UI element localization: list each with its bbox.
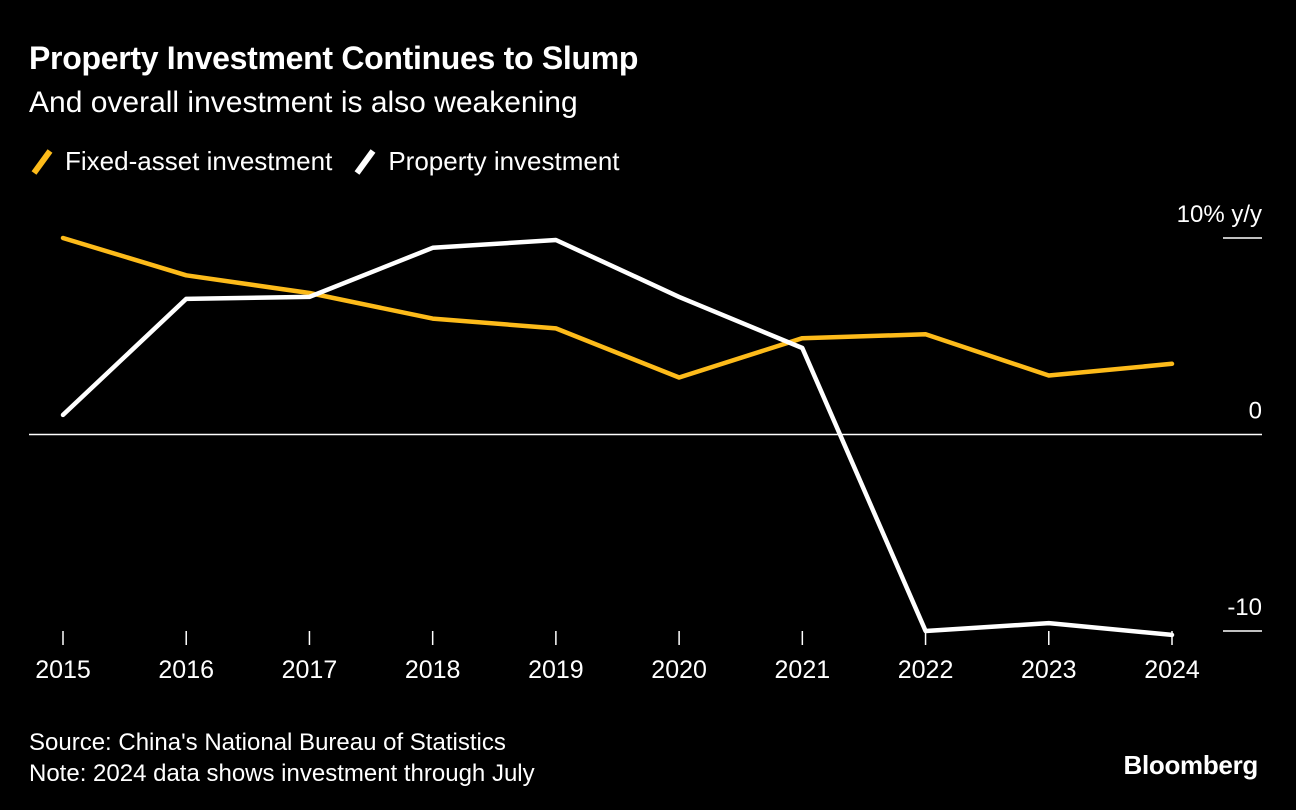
- source-note: Source: China's National Bureau of Stati…: [29, 729, 506, 756]
- chart-subtitle: And overall investment is also weakening: [29, 86, 578, 119]
- x-tick-label-2020: 2020: [651, 656, 707, 684]
- x-tick-label-2024: 2024: [1144, 656, 1200, 684]
- x-tick-label-2022: 2022: [898, 656, 954, 684]
- legend-label-property: Property investment: [388, 146, 620, 176]
- legend-swatch-fixed-asset: [31, 148, 53, 175]
- x-tick-label-2015: 2015: [35, 656, 91, 684]
- legend-swatch-property: [354, 148, 376, 175]
- x-tick-label-2023: 2023: [1021, 656, 1077, 684]
- y-tick-label-0: 10% y/y: [1177, 201, 1262, 228]
- legend-label-fixed-asset: Fixed-asset investment: [65, 146, 333, 176]
- series-line-fixed-asset: [60, 235, 1175, 380]
- bloomberg-logo: Bloomberg: [1123, 750, 1258, 780]
- footer: Source: China's National Bureau of Stati…: [29, 727, 535, 789]
- y-tick-label-1: 0: [1249, 398, 1262, 425]
- data-note: Note: 2024 data shows investment through…: [29, 760, 535, 787]
- legend: Fixed-asset investment Property investme…: [29, 146, 640, 177]
- legend-item-fixed-asset: Fixed-asset investment: [29, 146, 332, 177]
- x-tick-label-2021: 2021: [775, 656, 831, 684]
- x-tick-label-2019: 2019: [528, 656, 584, 684]
- x-tick-label-2018: 2018: [405, 656, 461, 684]
- x-tick-label-2017: 2017: [282, 656, 338, 684]
- series-layer: [60, 235, 1175, 638]
- series-line-property: [60, 237, 1175, 638]
- legend-item-property: Property investment: [352, 146, 620, 177]
- chart-title: Property Investment Continues to Slump: [29, 40, 639, 76]
- x-tick-label-2016: 2016: [158, 656, 214, 684]
- y-tick-label-2: -10: [1227, 594, 1262, 621]
- axis-layer: 10% y/y 0 -10 2015 2016 2017 2018 2019 2020 2021 2…: [29, 201, 1262, 684]
